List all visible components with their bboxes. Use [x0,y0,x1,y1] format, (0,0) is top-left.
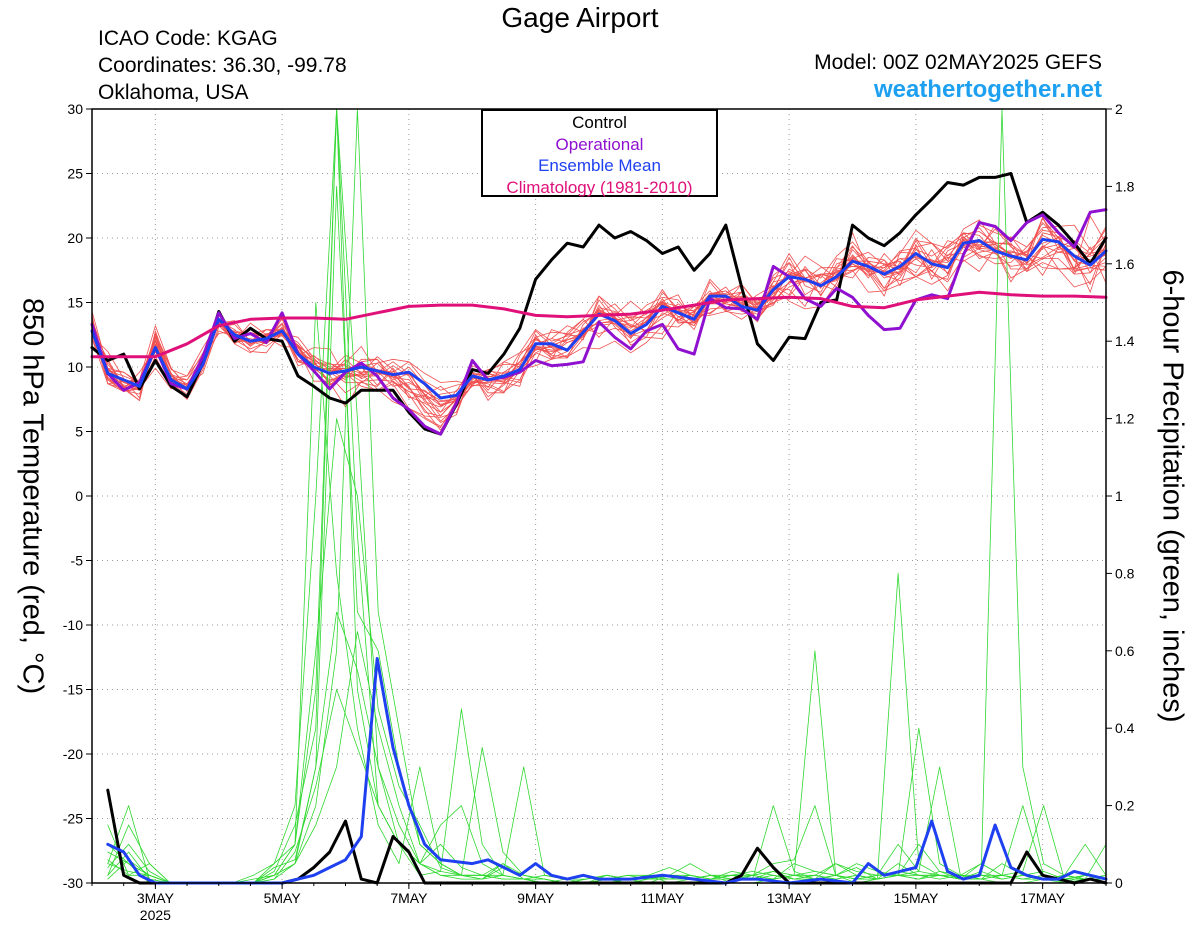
temp-member-line [91,244,1107,392]
legend-climatology: Climatology (1981-2010) [506,177,693,197]
tick-label-right: 1 [1115,488,1123,504]
tick-label-x: 11MAY [640,890,684,906]
tick-label-left: -20 [63,746,83,762]
tick-label-right: 1.4 [1115,333,1135,349]
precip-member-line [107,302,1107,884]
climatology-1981-2010-temp-line [90,290,1108,359]
tick-label-x: 17MAY [1020,890,1066,906]
tick-label-right: 1.8 [1115,178,1135,194]
tick-label-x: 9MAY [517,890,555,906]
tick-label-x: 15MAY [893,890,939,906]
tick-label-x: 7MAY [390,890,428,906]
tick-label-x: 3MAY [137,890,175,906]
tick-label-x: 13MAY [767,890,813,906]
control-precip-line [106,788,1108,885]
chart-title: Gage Airport [501,2,659,33]
precip-member-line [107,631,1107,884]
location: Oklahoma, USA [98,81,249,104]
legend: Control Operational Ensemble Mean Climat… [481,109,718,197]
tick-label-left: -25 [63,811,83,827]
site-link[interactable]: weathertogether.net [873,76,1102,103]
grid-lines [92,109,1106,883]
precip-member-line [107,611,1107,884]
icao-code: ICAO Code: KGAG [98,27,278,50]
tick-label-right: 1.6 [1115,256,1135,272]
axes: 302520151050-5-10-15-20-25-3021.81.61.41… [63,101,1135,923]
tick-label-left: 5 [75,424,83,440]
tick-label-left: -15 [63,682,83,698]
control-temp-line [90,172,1108,436]
y-axis-left-label: 850 hPa Temperature (red, °C) [16,297,49,695]
tick-label-right: 0.6 [1115,643,1135,659]
tick-label-right: 1.2 [1115,411,1135,427]
tick-label-x-year: 2025 [140,907,171,923]
main-series [90,172,1108,885]
legend-operational: Operational [555,134,644,154]
tick-label-right: 0.8 [1115,565,1135,581]
coordinates: Coordinates: 36.30, -99.78 [98,54,347,77]
model-run: Model: 00Z 02MAY2025 GEFS [814,51,1102,74]
legend-control: Control [572,113,627,132]
ensemble-mean-precip-line [106,657,1108,885]
tick-label-right: 0.4 [1115,720,1135,736]
tick-label-left: 0 [75,488,83,504]
legend-ensemble-mean: Ensemble Mean [538,156,661,175]
y-axis-right-label: 6-hour Precipitation (green, inches) [1156,269,1189,723]
precip-member-line [107,418,1107,884]
precip-member-line [107,185,1107,884]
tick-label-right: 0 [1115,875,1123,891]
tick-label-left: 30 [67,101,83,117]
tick-label-right: 2 [1115,101,1123,117]
tick-label-left: -5 [71,553,84,569]
temp-member-line [91,236,1107,422]
tick-label-left: 10 [67,359,83,375]
tick-label-left: 25 [67,166,83,182]
tick-label-x: 5MAY [264,890,302,906]
tick-label-left: -10 [63,617,83,633]
tick-label-left: 20 [67,230,83,246]
tick-label-left: 15 [67,295,83,311]
temp-member-line [91,232,1107,400]
tick-label-left: -30 [63,875,83,891]
tick-label-right: 0.2 [1115,798,1135,814]
